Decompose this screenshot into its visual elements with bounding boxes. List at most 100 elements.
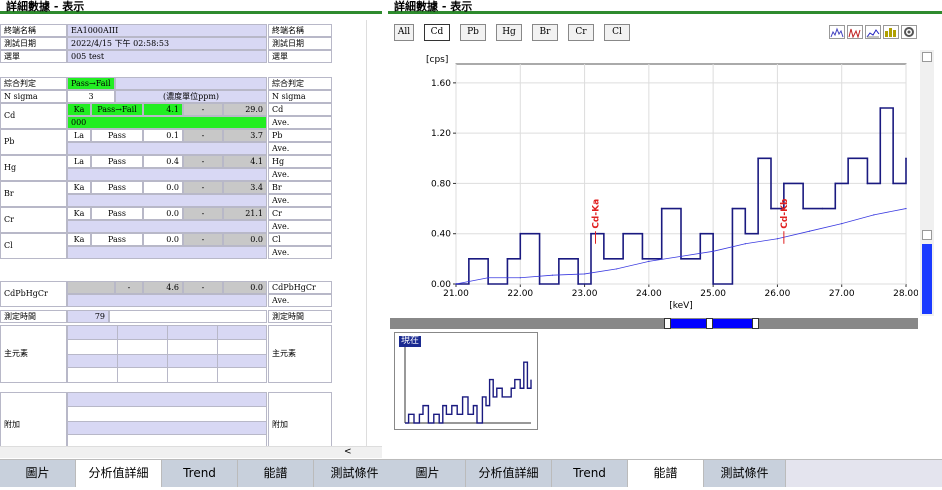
- scroll-thumb[interactable]: [922, 230, 932, 240]
- measure-blank: [109, 310, 267, 323]
- element-line-cr: Ka: [67, 207, 91, 220]
- range-overview-bar[interactable]: [390, 318, 918, 329]
- current-spectrum-thumbnail[interactable]: 現在: [394, 332, 538, 430]
- element-button-bar: All Cd Pb Hg Br Cr Cl: [388, 20, 942, 46]
- element-limit-cl: 0.0: [223, 233, 267, 246]
- element-dash-cd: -: [183, 103, 223, 116]
- bottom-tab-bar: 圖片 分析值詳細 Trend 能譜 測試條件 圖片 分析值詳細 Trend 能譜 測試條件: [0, 459, 942, 487]
- element-result-cd: Pass→Fail: [91, 103, 143, 116]
- element-name-right-pb: Pb: [268, 129, 332, 142]
- scroll-track-fill: [922, 244, 932, 314]
- element-ave-label-br: Ave.: [268, 194, 332, 207]
- element-extra-cd: 000: [67, 116, 267, 129]
- element-button-all[interactable]: All: [394, 24, 414, 41]
- spectrum-point: [487, 283, 489, 285]
- compare-view-icon[interactable]: [865, 25, 881, 39]
- x-tick-label: 28.00: [893, 289, 918, 299]
- cdpbhgcr-blank: [67, 281, 115, 294]
- y-tick-label: 0.00: [431, 280, 451, 290]
- element-button-cr[interactable]: Cr: [568, 24, 594, 41]
- summary-label-right: 綜合判定: [268, 77, 332, 90]
- spectrum-chart[interactable]: 21.00 22.00 23.00 24.00 25.00 26.00 27.00 28.00…: [390, 50, 919, 316]
- average-point: [519, 277, 521, 279]
- settings-icon[interactable]: [901, 25, 917, 39]
- element-limit-hg: 4.1: [223, 155, 267, 168]
- element-value-cr: 0.0: [143, 207, 183, 220]
- element-button-cd[interactable]: Cd: [424, 24, 450, 41]
- element-name-right-cl: Cl: [268, 233, 332, 246]
- element-button-br[interactable]: Br: [532, 24, 558, 41]
- average-point: [551, 274, 554, 276]
- left-horizontal-scrollbar[interactable]: <: [0, 446, 382, 458]
- scroll-left-arrow-icon[interactable]: <: [344, 447, 352, 457]
- right-tab-4[interactable]: 測試條件: [704, 460, 786, 487]
- right-tab-3[interactable]: 能譜: [628, 460, 704, 487]
- cdpbhgcr-label: CdPbHgCr: [0, 281, 67, 307]
- x-tick-label: 25.00: [700, 289, 726, 299]
- element-name-cd: Cd: [0, 103, 67, 129]
- cdpbhgcr-label-right: CdPbHgCr: [268, 281, 332, 294]
- spectrum-point: [821, 207, 824, 210]
- element-name-hg: Hg: [0, 155, 67, 181]
- range-handle-left[interactable]: [664, 318, 671, 329]
- spectrum-view-icon[interactable]: [829, 25, 845, 39]
- x-tick-label: 26.00: [765, 289, 791, 299]
- cdpbhgcr-limit: 0.0: [223, 281, 267, 294]
- overlay-view-icon[interactable]: [847, 25, 863, 39]
- y-tick-label: 0.80: [431, 179, 451, 189]
- spectrum-point: [866, 182, 869, 185]
- left-tab-0[interactable]: 圖片: [0, 460, 76, 487]
- left-tab-1[interactable]: 分析值詳細: [76, 460, 162, 487]
- element-ave-label-pb: Ave.: [268, 142, 332, 155]
- spectrum-point: [744, 232, 747, 235]
- terminal-label-right: 終端名稱: [268, 24, 332, 37]
- cdpbhgcr-ave-blank: [67, 294, 267, 307]
- element-ave-label-cl: Ave.: [268, 246, 332, 259]
- average-point: [841, 223, 843, 225]
- range-handle-right[interactable]: [752, 318, 759, 329]
- nsigma-value: 3: [67, 90, 115, 103]
- average-point: [776, 238, 779, 240]
- marker-label: Cd-Ka: [592, 199, 602, 229]
- element-line-cl: Ka: [67, 233, 91, 246]
- right-spectrum-pane: 詳細數據 - 表示 All Cd Pb Hg Br Cr Cl 21.00 22.00 23.0…: [388, 0, 942, 458]
- element-name-br: Br: [0, 181, 67, 207]
- range-handle-mid[interactable]: [706, 318, 713, 329]
- list-label-right: 選單: [268, 50, 332, 63]
- element-name-cl: Cl: [0, 233, 67, 259]
- spectrum-point: [680, 258, 682, 260]
- spectrum-point: [538, 283, 541, 285]
- spectrum-point: [802, 207, 804, 210]
- element-value-cl: 0.0: [143, 233, 183, 246]
- right-tab-0[interactable]: 圖片: [390, 460, 466, 487]
- y-tick-label: 0.40: [431, 230, 451, 240]
- bar-view-icon[interactable]: [883, 25, 899, 39]
- element-button-cl[interactable]: Cl: [604, 24, 630, 41]
- spectrum-point: [712, 283, 714, 285]
- spectrum-point: [757, 157, 759, 160]
- element-ave-blank-br: [67, 194, 267, 207]
- right-tab-2[interactable]: Trend: [552, 460, 628, 487]
- x-tick-label: 22.00: [507, 289, 533, 299]
- concentration-unit: (濃度單位ppm): [115, 90, 267, 103]
- element-ave-label-hg: Ave.: [268, 168, 332, 181]
- right-tab-1[interactable]: 分析值詳細: [466, 460, 552, 487]
- left-tab-3[interactable]: 能譜: [238, 460, 314, 487]
- cdpbhgcr-value: 4.6: [143, 281, 183, 294]
- average-point: [487, 277, 489, 279]
- summary-blank: [115, 77, 267, 90]
- date-label-right: 測試日期: [268, 37, 332, 50]
- left-tab-4[interactable]: 測試條件: [314, 460, 396, 487]
- element-dash-cr: -: [183, 207, 223, 220]
- right-vertical-scrollbar[interactable]: [920, 50, 934, 316]
- left-vertical-scrollbar[interactable]: [366, 20, 382, 450]
- nsigma-label-right: N sigma: [268, 90, 332, 103]
- spectrum-point: [770, 207, 772, 210]
- scroll-up-arrow-icon[interactable]: [922, 52, 932, 62]
- spectrum-point: [834, 182, 837, 185]
- left-tab-2[interactable]: Trend: [162, 460, 238, 487]
- element-button-pb[interactable]: Pb: [460, 24, 486, 41]
- element-button-hg[interactable]: Hg: [496, 24, 522, 41]
- x-tick-label: 23.00: [572, 289, 598, 299]
- spectrum-point: [879, 107, 882, 109]
